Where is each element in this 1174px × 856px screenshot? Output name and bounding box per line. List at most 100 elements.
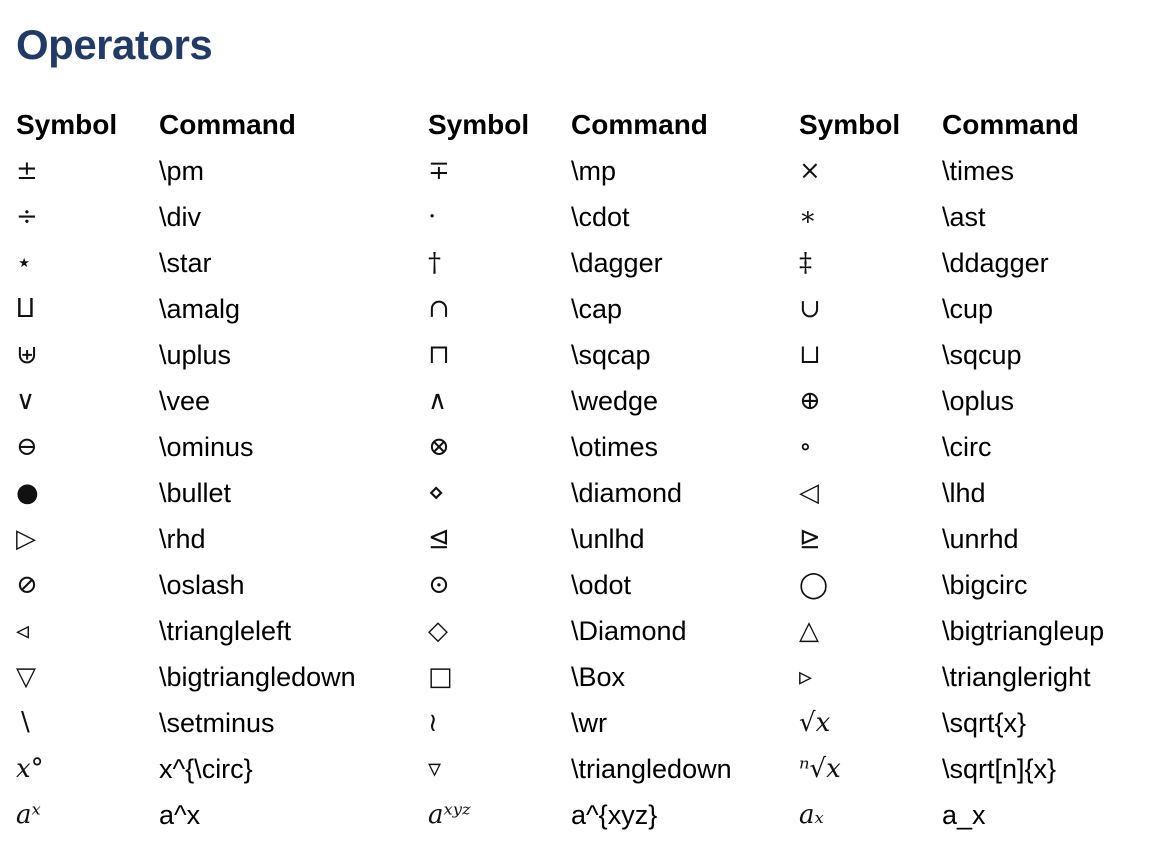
command-header: Command	[571, 109, 708, 140]
symbol-cell: ∖	[16, 708, 33, 738]
symbol-cell: ⋆	[16, 248, 33, 278]
table-row: ⊎ \uplus ⊓ \sqcap ⊔ \sqcup	[16, 332, 1162, 378]
symbol-cell: ▹	[799, 662, 813, 692]
table-row: aˣ a^x aˣʸᶻ a^{xyz} aₓ a_x	[16, 792, 1162, 838]
table-row: ⨿ \amalg ∩ \cap ∪ \cup	[16, 286, 1162, 332]
operators-table: Symbol Command Symbol Command Symbol Com…	[16, 102, 1162, 838]
table-row: x° x^{\circ} ▿ \triangledown ⁿ√x \sqrt[n]{x}	[16, 746, 1162, 792]
command-cell: \div	[159, 201, 202, 232]
command-cell: \unrhd	[942, 523, 1019, 554]
command-cell: \triangleleft	[159, 615, 292, 646]
symbol-cell: ·	[428, 202, 437, 232]
symbol-cell: ‡	[799, 248, 812, 278]
command-cell: \bigtriangleup	[942, 615, 1105, 646]
symbol-cell: ±	[16, 156, 38, 186]
command-header: Command	[942, 109, 1079, 140]
table-row: ÷ \div · \cdot ∗ \ast	[16, 194, 1162, 240]
command-cell: \bigcirc	[942, 569, 1028, 600]
table-row: ⊘ \oslash ⊙ \odot ◯ \bigcirc	[16, 562, 1162, 608]
table-row: ▽ \bigtriangledown □ \Box ▹ \triangleright	[16, 654, 1162, 700]
symbol-cell: ⊴	[428, 524, 450, 554]
command-cell: \diamond	[571, 477, 683, 508]
symbol-cell: ▽	[16, 662, 36, 692]
command-cell: \Box	[571, 661, 626, 692]
command-cell: \star	[159, 247, 212, 278]
command-cell: a_x	[942, 799, 986, 830]
command-cell: \otimes	[571, 431, 659, 462]
symbol-cell: △	[799, 616, 819, 646]
symbol-header: Symbol	[799, 109, 901, 140]
command-cell: \cup	[942, 293, 994, 324]
symbol-cell: ◁	[799, 478, 819, 508]
command-cell: \bullet	[159, 477, 232, 508]
command-cell: \rhd	[159, 523, 206, 554]
symbol-cell: ⨿	[16, 293, 35, 324]
command-cell: a^x	[159, 799, 201, 830]
command-cell: \sqcup	[942, 339, 1022, 370]
symbol-header: Symbol	[428, 109, 530, 140]
symbol-cell: ≀	[428, 708, 438, 738]
symbol-cell: ⊎	[16, 340, 38, 370]
command-cell: \oslash	[159, 569, 245, 600]
table-row: ∖ \setminus ≀ \wr √x \sqrt{x}	[16, 700, 1162, 746]
symbol-cell: √x	[799, 708, 831, 738]
symbol-cell: ⊔	[799, 340, 821, 370]
symbol-cell: ◇	[428, 616, 448, 646]
command-cell: \circ	[942, 431, 992, 462]
command-cell: \unlhd	[571, 523, 645, 554]
command-cell: \mp	[571, 155, 617, 186]
command-cell: \triangleright	[942, 661, 1091, 692]
command-cell: \sqrt[n]{x}	[942, 753, 1057, 784]
command-cell: \vee	[159, 385, 211, 416]
command-cell: \sqrt{x}	[942, 707, 1027, 738]
symbol-cell: ∗	[799, 202, 817, 232]
symbol-cell: ×	[799, 156, 821, 186]
symbol-cell: ⊘	[16, 570, 38, 600]
command-cell: \Diamond	[571, 615, 687, 646]
command-cell: \bigtriangledown	[159, 661, 356, 692]
command-cell: \odot	[571, 569, 632, 600]
symbol-cell: ⊵	[799, 524, 821, 554]
symbol-cell: aˣ	[16, 800, 41, 830]
command-header: Command	[159, 109, 296, 140]
symbol-cell: ∘	[799, 432, 812, 462]
symbol-cell: ∨	[16, 386, 36, 416]
table-row: ● \bullet ⋄ \diamond ◁ \lhd	[16, 470, 1162, 516]
command-cell: \oplus	[942, 385, 1015, 416]
symbol-cell: ⁿ√x	[799, 754, 841, 784]
command-cell: \ominus	[159, 431, 254, 462]
command-cell: \setminus	[159, 707, 275, 738]
command-cell: \ast	[942, 201, 986, 232]
symbol-cell: □	[428, 662, 453, 692]
symbol-cell: †	[428, 248, 441, 278]
symbol-cell: ∧	[428, 386, 448, 416]
operators-table-body: ± \pm ∓ \mp × \times ÷ \div · \cdot ∗ \ast ⋆ \star † \d…	[16, 148, 1162, 838]
symbol-cell: ⊓	[428, 340, 450, 370]
symbol-cell: ⊕	[799, 386, 821, 416]
symbol-cell: ∪	[799, 294, 821, 324]
symbol-cell: ∩	[428, 294, 450, 324]
symbol-cell: ◯	[799, 570, 829, 600]
symbol-cell: ⊗	[428, 432, 450, 462]
table-row: ⋆ \star † \dagger ‡ \ddagger	[16, 240, 1162, 286]
command-cell: \uplus	[159, 339, 232, 370]
table-row: ⊖ \ominus ⊗ \otimes ∘ \circ	[16, 424, 1162, 470]
command-cell: \ddagger	[942, 247, 1049, 278]
symbol-cell: ●	[16, 478, 39, 508]
symbol-header: Symbol	[16, 109, 118, 140]
command-cell: \pm	[159, 155, 205, 186]
symbol-cell: ÷	[16, 202, 38, 232]
symbol-cell: ∓	[428, 156, 450, 186]
table-row: ∨ \vee ∧ \wedge ⊕ \oplus	[16, 378, 1162, 424]
page-title: Operators	[16, 21, 213, 68]
table-row: ▷ \rhd ⊴ \unlhd ⊵ \unrhd	[16, 516, 1162, 562]
symbol-cell: x°	[16, 754, 44, 784]
command-cell: \cdot	[571, 201, 630, 232]
symbol-cell: ◃	[16, 616, 30, 646]
command-cell: \dagger	[571, 247, 663, 278]
symbol-cell: ⋄	[428, 478, 445, 508]
symbol-cell: ⊖	[16, 432, 38, 462]
symbol-cell: aₓ	[799, 800, 824, 830]
command-cell: \wr	[571, 707, 607, 738]
table-row: ± \pm ∓ \mp × \times	[16, 148, 1162, 194]
